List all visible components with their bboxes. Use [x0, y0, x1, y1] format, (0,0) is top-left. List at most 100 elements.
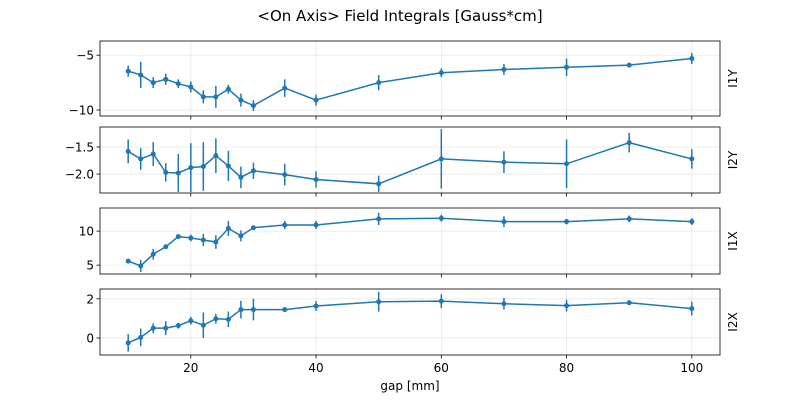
- data-point: [200, 94, 206, 100]
- y-tick-label: 5: [86, 259, 94, 273]
- data-point: [238, 97, 244, 103]
- data-point: [138, 263, 144, 269]
- x-tick-label: 20: [183, 361, 198, 375]
- data-point: [626, 140, 632, 146]
- data-point: [689, 219, 695, 225]
- y-tick-label: 0: [86, 331, 94, 345]
- data-point: [501, 301, 507, 307]
- y-tick-label: −1.5: [65, 141, 94, 155]
- y-axis-label: I1Y: [726, 69, 740, 88]
- data-point: [250, 225, 256, 231]
- data-point: [313, 97, 319, 103]
- data-point: [138, 156, 144, 162]
- x-axis-label: gap [mm]: [380, 379, 439, 393]
- y-axis-label: I1X: [726, 231, 740, 250]
- series-line: [127, 300, 692, 344]
- data-point: [225, 225, 231, 231]
- data-point: [689, 306, 695, 312]
- data-point: [150, 80, 156, 86]
- chart-title: <On Axis> Field Integrals [Gauss*cm]: [257, 7, 542, 25]
- data-point: [376, 299, 382, 305]
- data-point: [238, 307, 244, 313]
- data-point: [138, 334, 144, 340]
- data-point: [689, 56, 695, 62]
- x-tick-label: 80: [559, 361, 574, 375]
- axes-frame: [99, 288, 721, 356]
- subplot-i2y: −2.0 −1.5 I2Y: [65, 126, 740, 197]
- data-point: [213, 316, 219, 322]
- data-point: [175, 170, 181, 176]
- data-point: [225, 86, 231, 92]
- x-tick-label: 40: [308, 361, 323, 375]
- data-point: [188, 235, 194, 241]
- data-point: [313, 176, 319, 182]
- series-line: [127, 217, 692, 267]
- data-point: [250, 307, 256, 313]
- data-point: [438, 298, 444, 304]
- data-point: [150, 251, 156, 257]
- y-axis-label: I2Y: [726, 150, 740, 169]
- data-point: [188, 318, 194, 324]
- data-point: [438, 156, 444, 162]
- y-axis-label: I2X: [726, 312, 740, 331]
- x-tick-label: 60: [434, 361, 449, 375]
- data-point: [564, 64, 570, 70]
- series-line: [127, 141, 693, 185]
- data-point: [213, 153, 219, 159]
- data-point: [438, 70, 444, 76]
- data-point: [376, 181, 382, 187]
- data-point: [689, 156, 695, 162]
- data-point: [150, 325, 156, 331]
- data-point: [238, 174, 244, 180]
- data-point: [200, 237, 206, 243]
- data-point: [282, 172, 288, 178]
- y-tick-label: −5: [76, 49, 94, 63]
- data-point: [200, 322, 206, 328]
- subplot-i1x: 5 10 I1X: [79, 207, 740, 278]
- data-point: [125, 148, 131, 154]
- data-point: [150, 151, 156, 157]
- axes-frame: [99, 40, 721, 117]
- x-tick-label: 100: [680, 361, 703, 375]
- data-point: [564, 219, 570, 225]
- data-point: [376, 216, 382, 222]
- data-point: [175, 234, 181, 240]
- data-point: [438, 215, 444, 221]
- data-point: [250, 103, 256, 109]
- data-point: [125, 340, 131, 346]
- data-point: [188, 165, 194, 171]
- subplot-i1y: −10 −5 I1Y: [69, 40, 740, 120]
- axes-frame: [99, 126, 721, 194]
- y-tick-label: 10: [79, 225, 94, 239]
- data-point: [125, 258, 131, 264]
- data-point: [175, 81, 181, 87]
- data-point: [225, 163, 231, 169]
- data-point: [282, 307, 288, 313]
- data-point: [163, 244, 169, 250]
- data-point: [163, 169, 169, 175]
- data-point: [501, 219, 507, 225]
- data-point: [200, 163, 206, 169]
- axes-frame: [99, 207, 721, 275]
- data-point: [213, 239, 219, 245]
- data-point: [225, 316, 231, 322]
- y-tick-label: 2: [86, 292, 94, 306]
- data-point: [163, 325, 169, 331]
- data-point: [125, 68, 131, 74]
- data-point: [626, 216, 632, 222]
- data-point: [238, 233, 244, 239]
- y-tick-label: −10: [69, 103, 94, 117]
- data-point: [282, 222, 288, 228]
- data-point: [501, 66, 507, 72]
- data-point: [376, 80, 382, 86]
- subplot-i2x: 0 2 20 40 60 80 100 I2X: [86, 288, 740, 375]
- data-point: [313, 303, 319, 309]
- data-point: [313, 222, 319, 228]
- data-point: [564, 303, 570, 309]
- data-point: [250, 168, 256, 174]
- data-point: [138, 72, 144, 78]
- data-point: [213, 94, 219, 100]
- data-point: [564, 161, 570, 167]
